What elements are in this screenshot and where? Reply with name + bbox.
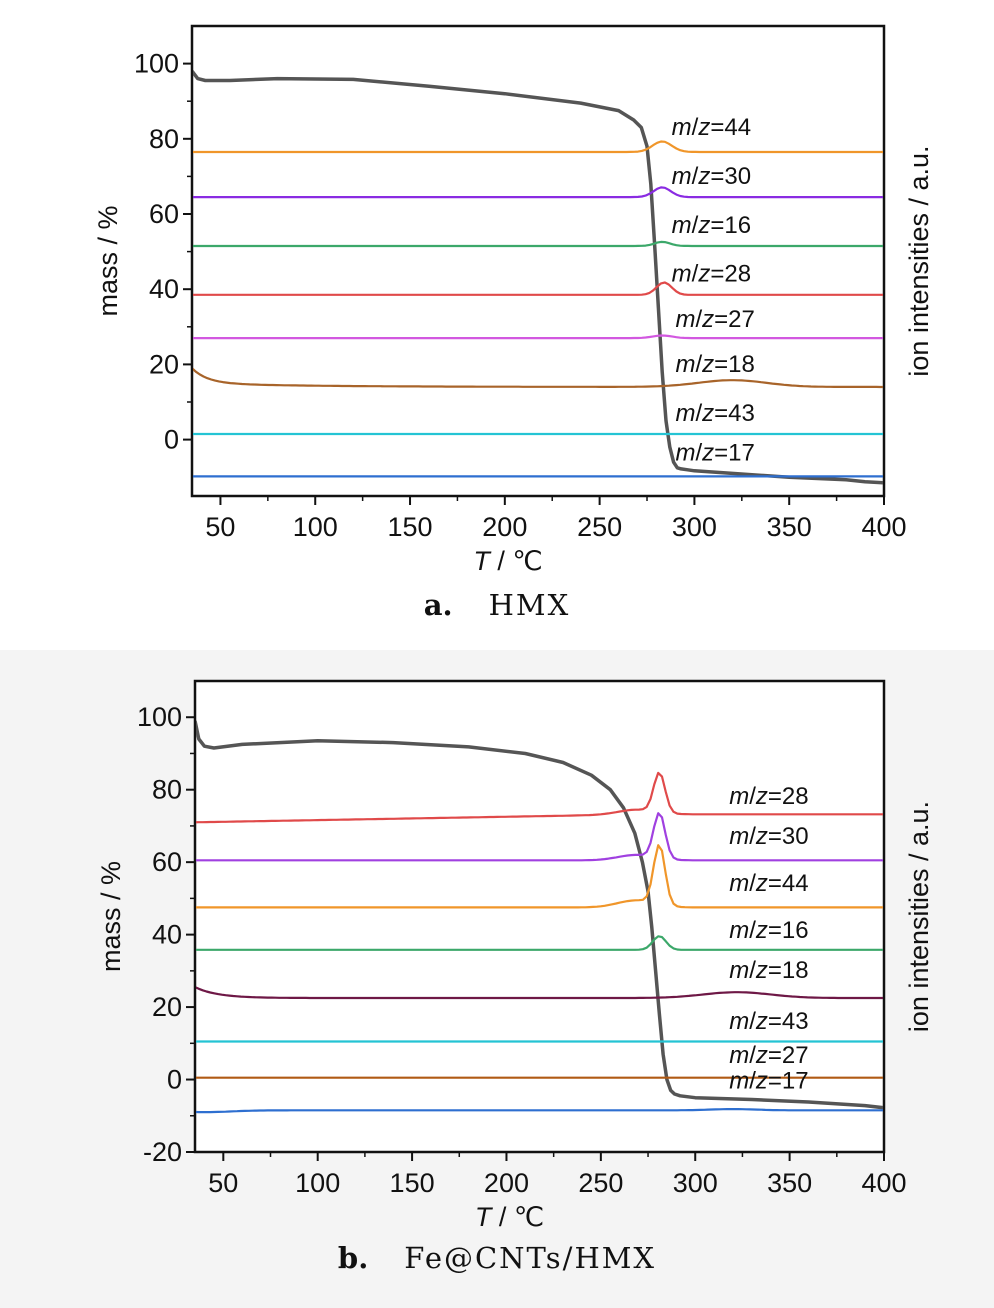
series-line-mz17 bbox=[196, 1108, 883, 1114]
y-tick-label: 0 bbox=[167, 1065, 182, 1095]
x-tick-label: 350 bbox=[767, 1168, 812, 1198]
series-label: m/z=27 bbox=[675, 306, 754, 333]
x-tick-label: 300 bbox=[673, 1168, 718, 1198]
series-label: m/z=18 bbox=[729, 957, 808, 984]
caption-letter: a. bbox=[424, 588, 453, 622]
panel-caption: a. HMX bbox=[424, 588, 571, 622]
caption-text: Fe@CNTs/HMX bbox=[404, 1241, 656, 1275]
x-tick-label: 100 bbox=[293, 512, 338, 542]
y-tick-label: 40 bbox=[149, 274, 179, 304]
series-label: m/z=28 bbox=[729, 783, 808, 810]
panel-b: 50 100 150 200 250 300 350 400 -20 0 20 40 60 80 100 T … bbox=[96, 679, 934, 1275]
series-label: m/z=27 bbox=[729, 1042, 808, 1069]
panel-caption: b. Fe@CNTs/HMX bbox=[338, 1241, 656, 1275]
x-tick-label: 400 bbox=[861, 512, 906, 542]
plot-area bbox=[196, 720, 883, 1114]
y-tick-label: 60 bbox=[152, 847, 182, 877]
y-tick-label: -20 bbox=[143, 1137, 182, 1167]
series-label: m/z=44 bbox=[672, 114, 751, 141]
panel-a: 50 100 150 200 250 300 350 400 0 20 40 60 80 100 T / ℃… bbox=[93, 24, 934, 622]
series-line-mz44 bbox=[196, 844, 883, 909]
y-axis-label: mass / % bbox=[93, 205, 123, 316]
y-axis-label: mass / % bbox=[96, 861, 126, 972]
series-label: m/z=30 bbox=[729, 823, 808, 850]
x-tick-label: 150 bbox=[387, 512, 432, 542]
series-line-mz28 bbox=[193, 281, 883, 296]
series-label: m/z=17 bbox=[675, 439, 754, 466]
series-label: m/z=28 bbox=[672, 261, 751, 288]
series-label: m/z=43 bbox=[729, 1008, 808, 1035]
y-tick-label: 80 bbox=[149, 124, 179, 154]
caption-text: HMX bbox=[489, 588, 571, 622]
series-line-mz30 bbox=[196, 812, 883, 862]
series-line-mz18 bbox=[196, 986, 883, 1000]
x-tick-label: 250 bbox=[577, 512, 622, 542]
y2-axis-label: ion intensities / a.u. bbox=[904, 801, 934, 1032]
series-label: m/z=16 bbox=[729, 917, 808, 944]
series-label: m/z=43 bbox=[675, 400, 754, 427]
x-tick-label: 400 bbox=[861, 1168, 906, 1198]
y-tick-label: 100 bbox=[137, 702, 182, 732]
series-line-mz16 bbox=[193, 240, 883, 248]
x-tick-label: 100 bbox=[295, 1168, 340, 1198]
x-tick-label: 300 bbox=[672, 512, 717, 542]
series-label: m/z=18 bbox=[675, 351, 754, 378]
mass-curve bbox=[196, 720, 883, 1110]
y-tick-label: 100 bbox=[134, 49, 179, 79]
x-tick-label: 250 bbox=[578, 1168, 623, 1198]
series-label: m/z=30 bbox=[672, 163, 751, 190]
y2-axis-label: ion intensities / a.u. bbox=[904, 145, 934, 376]
series-label: m/z=44 bbox=[729, 870, 808, 897]
x-axis-label: T / ℃ bbox=[473, 546, 542, 576]
x-tick-label: 50 bbox=[205, 512, 235, 542]
x-tick-label: 200 bbox=[482, 512, 527, 542]
y-tick-label: 20 bbox=[152, 992, 182, 1022]
y-tick-label: 80 bbox=[152, 775, 182, 805]
plot-frame bbox=[193, 679, 886, 1154]
plot-area bbox=[193, 70, 883, 485]
y-tick-label: 0 bbox=[164, 425, 179, 455]
caption-letter: b. bbox=[338, 1241, 368, 1275]
series-line-mz16 bbox=[196, 935, 883, 951]
series-line-mz28 bbox=[196, 771, 883, 824]
plot-frame bbox=[190, 24, 886, 498]
x-tick-label: 50 bbox=[208, 1168, 238, 1198]
y-tick-label: 60 bbox=[149, 199, 179, 229]
x-tick-label: 150 bbox=[390, 1168, 435, 1198]
series-line-mz44 bbox=[193, 140, 883, 154]
series-label: m/z=17 bbox=[729, 1068, 808, 1095]
series-line-mz27 bbox=[193, 334, 883, 340]
x-axis-label: T / ℃ bbox=[475, 1202, 544, 1232]
series-line-mz30 bbox=[193, 186, 883, 199]
y-tick-label: 40 bbox=[152, 920, 182, 950]
y-tick-label: 20 bbox=[149, 349, 179, 379]
x-tick-label: 350 bbox=[767, 512, 812, 542]
series-line-mz18 bbox=[193, 367, 883, 389]
x-tick-label: 200 bbox=[484, 1168, 529, 1198]
series-label: m/z=16 bbox=[672, 212, 751, 239]
